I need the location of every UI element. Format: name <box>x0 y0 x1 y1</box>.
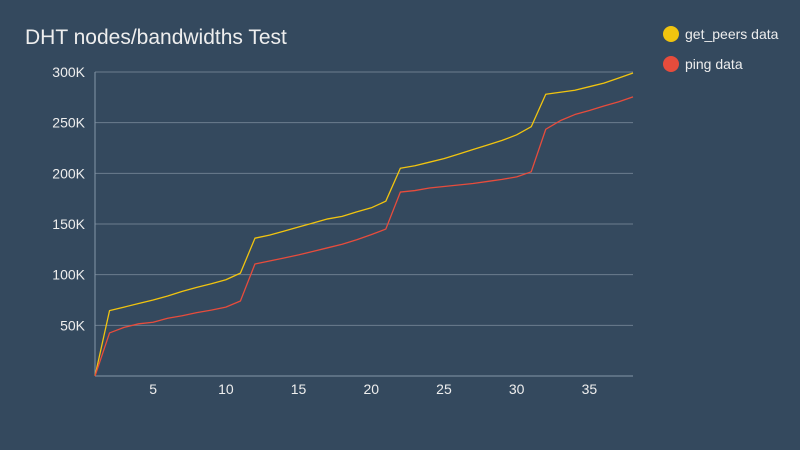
legend: get_peers data ping data <box>663 24 778 84</box>
legend-item-1[interactable]: ping data <box>663 54 778 74</box>
series-line-0 <box>94 72 634 377</box>
legend-item-0[interactable]: get_peers data <box>663 24 778 44</box>
legend-label: get_peers data <box>685 26 779 42</box>
series-line-1 <box>94 96 634 377</box>
gridlines <box>95 71 633 326</box>
x-tick-label: 35 <box>582 381 598 397</box>
y-tick-label: 300K <box>52 64 85 80</box>
legend-label: ping data <box>685 56 743 72</box>
y-tick-label: 50K <box>60 317 86 333</box>
y-tick-label: 200K <box>52 165 85 181</box>
chart-title: DHT nodes/bandwidths Test <box>25 26 287 49</box>
x-tick-label: 10 <box>218 381 234 397</box>
legend-swatch <box>663 26 679 42</box>
x-tick-label: 5 <box>149 381 157 397</box>
y-tick-label: 250K <box>52 115 85 131</box>
x-tick-label: 15 <box>291 381 307 397</box>
x-tick-label: 30 <box>509 381 525 397</box>
y-tick-labels: 50K 100K 150K 200K 250K 300K <box>52 64 85 333</box>
y-tick-label: 150K <box>52 216 85 232</box>
axes <box>94 72 633 377</box>
y-tick-label: 100K <box>52 267 85 283</box>
x-tick-label: 20 <box>363 381 379 397</box>
legend-swatch <box>663 56 679 72</box>
x-tick-label: 25 <box>436 381 452 397</box>
series-lines <box>94 72 634 377</box>
x-tick-labels: 5 10 15 20 25 30 35 <box>149 381 597 397</box>
